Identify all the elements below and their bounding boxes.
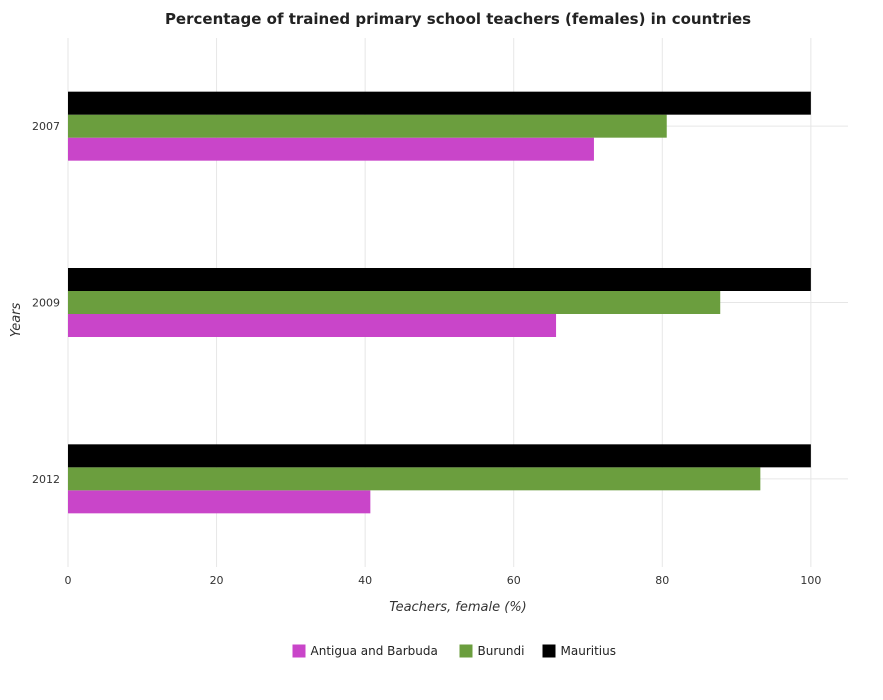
y-axis-ticks: 2007 2009 2012 xyxy=(32,120,60,486)
bar-antigua-and-barbuda-2009 xyxy=(68,314,557,337)
legend-label: Mauritius xyxy=(561,644,616,658)
y-tick-label: 2009 xyxy=(32,297,60,310)
bar-antigua-and-barbuda-2012 xyxy=(68,490,371,514)
bar-burundi-2012 xyxy=(68,467,761,491)
bar-burundi-2009 xyxy=(68,291,721,314)
x-axis-label: Teachers, female (%) xyxy=(389,600,527,615)
x-tick-label: 80 xyxy=(655,574,669,587)
x-axis-ticks: 0 20 40 60 80 100 xyxy=(65,574,822,587)
bar-burundi-2007 xyxy=(68,114,667,138)
x-tick-label: 60 xyxy=(507,574,521,587)
x-tick-label: 20 xyxy=(210,574,224,587)
legend-swatch xyxy=(292,644,306,658)
bar-mauritius-2009 xyxy=(68,268,811,291)
x-tick-label: 0 xyxy=(65,574,72,587)
x-tick-label: 40 xyxy=(358,574,372,587)
legend-label: Antigua and Barbuda xyxy=(311,644,438,658)
x-tick-label: 100 xyxy=(800,574,821,587)
bar-mauritius-2007 xyxy=(68,91,811,115)
chart-title: Percentage of trained primary school tea… xyxy=(165,10,751,28)
y-axis-label: Years xyxy=(9,302,24,337)
legend: Antigua and Barbuda Burundi Mauritius xyxy=(292,644,616,658)
legend-swatch xyxy=(542,644,556,658)
bar-antigua-and-barbuda-2007 xyxy=(68,137,594,161)
legend-swatch xyxy=(459,644,473,658)
y-tick-label: 2012 xyxy=(32,473,60,486)
bars xyxy=(68,91,811,514)
legend-label: Burundi xyxy=(478,644,525,658)
y-tick-label: 2007 xyxy=(32,120,60,133)
bar-mauritius-2012 xyxy=(68,444,811,468)
